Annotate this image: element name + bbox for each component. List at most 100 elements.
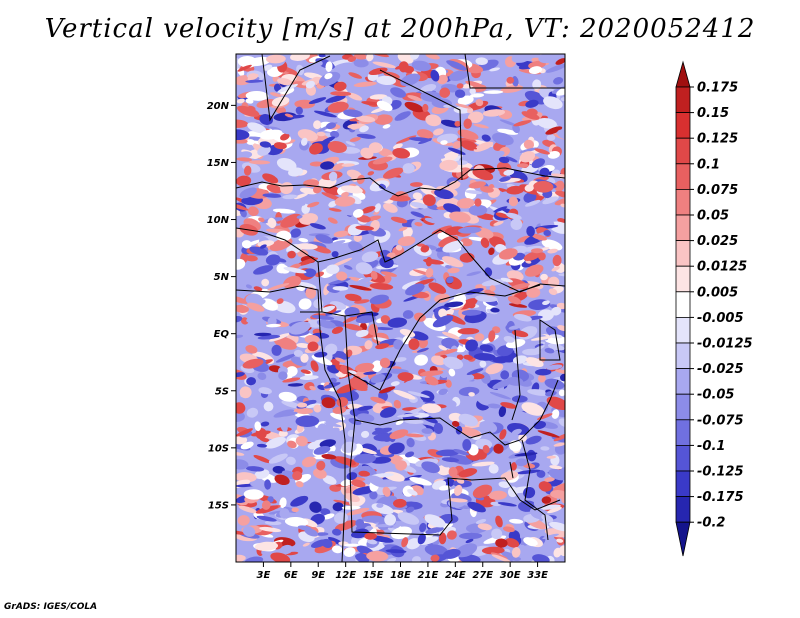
- field-blob: [442, 256, 464, 268]
- field-blob: [540, 446, 550, 451]
- field-blob: [425, 54, 440, 60]
- field-blob: [524, 264, 544, 277]
- field-blob: [311, 315, 335, 320]
- field-blob: [355, 553, 370, 562]
- field-blob: [324, 343, 338, 356]
- field-blob: [378, 183, 386, 190]
- lon-tick-label: 30E: [500, 570, 521, 581]
- field-blob: [465, 538, 474, 544]
- field-blob: [406, 437, 415, 448]
- field-blob: [256, 99, 277, 109]
- field-blob: [349, 284, 372, 291]
- colorbar-box: [675, 393, 691, 421]
- field-blob: [374, 427, 389, 434]
- field-blob: [433, 153, 446, 159]
- field-blob: [551, 409, 560, 419]
- field-blob: [458, 413, 478, 427]
- field-blob: [421, 428, 434, 434]
- colorbar-box: [675, 368, 691, 395]
- field-blob: [246, 407, 259, 418]
- field-blob: [245, 255, 258, 262]
- field-blob: [324, 422, 342, 428]
- field-blob: [532, 79, 542, 90]
- field-blob: [507, 486, 518, 498]
- field-blob: [242, 358, 264, 369]
- field-blob: [419, 522, 427, 533]
- field-blob: [457, 95, 474, 105]
- field-blob: [370, 535, 394, 543]
- field-blob: [294, 99, 315, 109]
- field-blob: [309, 223, 326, 230]
- field-blob: [537, 309, 554, 321]
- field-blob: [439, 513, 459, 524]
- field-blob: [272, 465, 285, 474]
- field-blob: [245, 79, 264, 83]
- field-blob: [340, 364, 348, 375]
- field-blob: [525, 435, 542, 445]
- field-blob: [465, 339, 479, 352]
- field-blob: [551, 266, 560, 272]
- field-blob: [392, 148, 411, 159]
- field-blob: [314, 351, 328, 358]
- field-blob: [456, 83, 464, 89]
- field-blob: [435, 449, 460, 457]
- field-blob: [236, 554, 246, 562]
- field-blob: [530, 336, 553, 341]
- field-blob: [351, 479, 366, 488]
- field-blob: [293, 349, 303, 357]
- field-blob: [353, 58, 369, 68]
- field-blob: [236, 157, 253, 162]
- field-blob: [495, 515, 503, 528]
- field-blob: [387, 317, 408, 328]
- field-blob: [284, 113, 294, 118]
- field-blob: [404, 419, 424, 424]
- field-blob: [411, 556, 421, 562]
- field-blob: [431, 355, 446, 366]
- field-blob: [266, 54, 286, 64]
- field-blob: [412, 192, 423, 200]
- field-blob: [275, 353, 297, 363]
- field-blob: [516, 235, 531, 243]
- field-blob: [236, 479, 251, 489]
- field-blob: [550, 490, 565, 499]
- field-blob: [370, 374, 386, 383]
- sahel-border: [236, 167, 565, 197]
- field-blob: [293, 407, 314, 415]
- field-blob: [357, 413, 375, 422]
- field-blob: [276, 298, 284, 304]
- colorbar-box: [675, 163, 691, 190]
- field-blob: [475, 519, 487, 524]
- colorbar-box: [675, 112, 691, 139]
- field-blob: [318, 54, 326, 58]
- field-blob: [479, 344, 494, 352]
- field-blob: [332, 431, 352, 439]
- field-blob: [282, 194, 298, 200]
- field-blob: [264, 479, 272, 490]
- field-blob: [475, 99, 484, 107]
- field-blob: [314, 110, 337, 118]
- field-blob: [479, 360, 487, 368]
- field-blob: [405, 451, 415, 458]
- field-blob: [283, 275, 302, 289]
- border-north-central: [379, 69, 463, 181]
- field-blob: [466, 271, 482, 277]
- field-blob: [358, 447, 377, 455]
- field-blob: [380, 315, 391, 324]
- colorbar-label: -0.05: [697, 388, 734, 403]
- field-blob: [372, 61, 396, 69]
- field-blob: [369, 282, 394, 290]
- field-blob: [259, 244, 267, 249]
- field-blob: [407, 488, 418, 496]
- field-blob: [425, 114, 442, 127]
- field-blob: [459, 532, 483, 540]
- field-blob: [544, 347, 555, 354]
- field-blob: [394, 357, 407, 362]
- field-blob: [406, 506, 415, 513]
- field-blob: [277, 78, 292, 86]
- field-blob: [332, 286, 349, 291]
- field-blob: [472, 484, 493, 498]
- field-blob: [236, 202, 249, 211]
- field-blob: [278, 371, 288, 381]
- field-blob: [498, 405, 507, 418]
- grads-credit: GrADS: IGES/COLA: [4, 602, 98, 612]
